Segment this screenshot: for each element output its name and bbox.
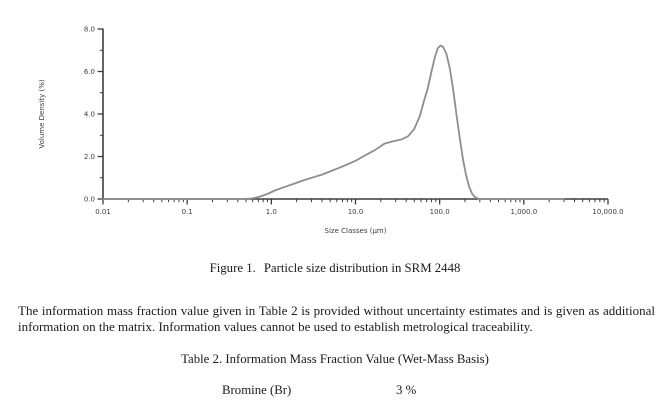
svg-text:0.0: 0.0 (84, 196, 95, 204)
svg-text:10.0: 10.0 (348, 208, 364, 216)
svg-text:6.0: 6.0 (84, 68, 95, 76)
svg-text:Volume Density (%): Volume Density (%) (38, 79, 46, 148)
info-paragraph: The information mass fraction value give… (18, 303, 655, 334)
svg-text:4.0: 4.0 (84, 111, 95, 119)
svg-text:Size Classes (µm): Size Classes (µm) (325, 227, 387, 235)
svg-text:2.0: 2.0 (84, 153, 95, 161)
figure-caption: Figure 1. Particle size distribution in S… (0, 261, 670, 276)
figure-caption-label: Figure 1. (209, 261, 256, 275)
svg-text:1.0: 1.0 (266, 208, 277, 216)
svg-text:0.01: 0.01 (95, 208, 111, 216)
figure-caption-text: Particle size distribution in SRM 2448 (263, 261, 461, 275)
analyte-value: 3 % (396, 383, 417, 397)
analyte-name: Bromine (Br) (222, 383, 292, 397)
svg-text:0.1: 0.1 (182, 208, 193, 216)
particle-size-chart: 0.01 0.1 1.0 10.0 100.0 1,000.0 10,000.0 0.0 2.0… (38, 26, 624, 235)
svg-text:100.0: 100.0 (430, 208, 450, 216)
svg-text:10,000.0: 10,000.0 (592, 208, 623, 216)
table-row: Bromine (Br) 3 % (0, 383, 670, 401)
svg-text:8.0: 8.0 (84, 26, 95, 34)
table-2-title: Table 2. Information Mass Fraction Value… (181, 352, 489, 366)
svg-text:1,000.0: 1,000.0 (510, 208, 537, 216)
